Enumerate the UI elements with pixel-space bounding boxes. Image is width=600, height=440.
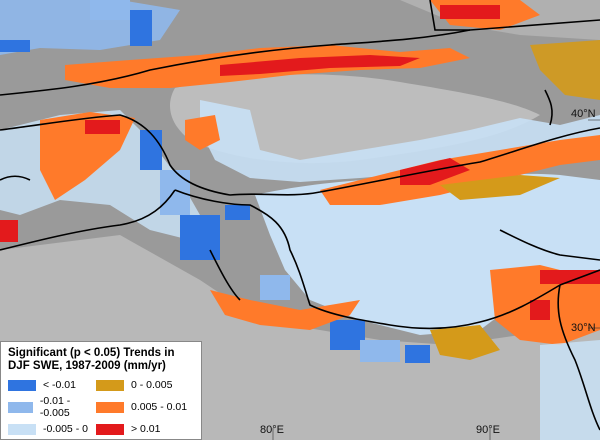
kunlun-core — [400, 158, 470, 185]
legend-label: 0.005 - 0.01 — [131, 401, 188, 413]
mid-blue-patch — [360, 340, 400, 362]
mid-blue-patch — [160, 170, 190, 215]
legend-swatch — [8, 423, 36, 435]
legend-item: -0.01 - -0.005 — [8, 395, 96, 419]
legend-item: > 0.01 — [96, 423, 192, 435]
legend-item: -0.005 - 0 — [8, 423, 96, 435]
blue-patch — [405, 345, 430, 363]
mid-blue-patch — [90, 0, 130, 20]
tianshan-core-band — [220, 55, 420, 76]
blue-patch — [330, 320, 365, 350]
legend-swatch — [96, 401, 124, 413]
blue-patch — [140, 130, 162, 170]
legend-item: 0.005 - 0.01 — [96, 395, 192, 419]
legend-label: < -0.01 — [43, 379, 76, 391]
blue-patch — [180, 215, 220, 260]
legend-swatch — [96, 379, 124, 391]
legend-label: -0.005 - 0 — [43, 423, 88, 435]
northeast-amber — [530, 40, 600, 100]
pamir-red — [85, 120, 120, 134]
graticule — [272, 119, 600, 440]
legend-label: 0 - 0.005 — [131, 379, 173, 391]
southeast-red — [540, 270, 600, 284]
himalaya-positive-band — [210, 290, 360, 330]
west-edge-red — [0, 220, 18, 242]
south-blue-cells — [540, 340, 600, 440]
lat-30-label: 30°N — [571, 322, 596, 334]
karakoram-positive — [185, 115, 220, 150]
legend-item: 0 - 0.005 — [96, 379, 192, 391]
legend-swatch — [8, 401, 33, 413]
legend-swatch — [8, 379, 36, 391]
southeast-red — [530, 300, 550, 320]
legend-swatch — [96, 423, 124, 435]
national-boundaries — [0, 0, 600, 431]
legend-label: -0.01 - -0.005 — [39, 395, 71, 419]
northeast-red — [440, 5, 500, 19]
blue-patch — [130, 10, 152, 46]
lat-40-label: 40°N — [571, 108, 596, 120]
legend-label: > 0.01 — [131, 423, 161, 435]
lon-80-label: 80°E — [260, 424, 284, 436]
blue-patch — [0, 40, 30, 52]
lon-90-label: 90°E — [476, 424, 500, 436]
kunlun-amber — [440, 175, 560, 200]
legend-title: Significant (p < 0.05) Trends in DJF SWE… — [8, 347, 194, 373]
legend-item: < -0.01 — [8, 379, 96, 391]
mid-blue-patch — [260, 275, 290, 300]
legend: Significant (p < 0.05) Trends in DJF SWE… — [0, 341, 202, 440]
legend-title-line2: DJF SWE, 1987-2009 (mm/yr) — [8, 360, 166, 372]
south-amber — [430, 325, 500, 360]
legend-title-line1: Significant (p < 0.05) Trends in — [8, 347, 175, 359]
legend-grid: < -0.01 0 - 0.005 -0.01 - -0.005 0.005 -… — [8, 379, 194, 435]
blue-patch — [225, 205, 250, 220]
